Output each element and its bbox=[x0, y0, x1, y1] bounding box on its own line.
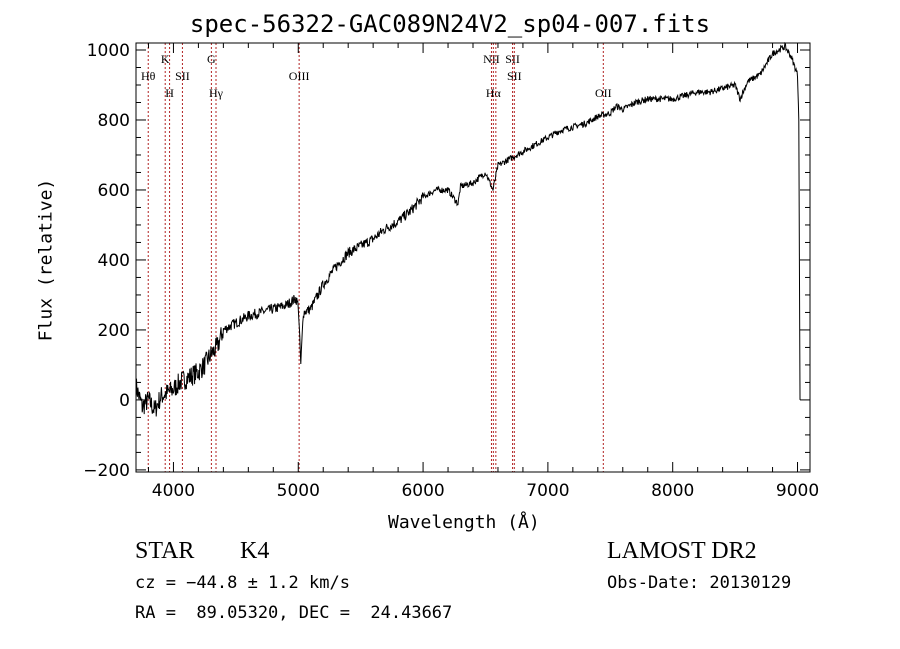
emission-line-label: SII bbox=[505, 52, 520, 66]
x-axis-label: Wavelength (Å) bbox=[388, 512, 540, 533]
survey-label: LAMOST DR2 bbox=[607, 538, 757, 564]
object-subclass: K4 bbox=[240, 538, 270, 564]
y-axis-label: Flux (relative) bbox=[35, 178, 57, 342]
emission-line-label: SII bbox=[507, 69, 522, 83]
x-tick-label: 4000 bbox=[152, 481, 195, 501]
emission-line-label: OIII bbox=[289, 69, 310, 83]
obs-date: Obs-Date: 20130129 bbox=[607, 573, 792, 593]
x-tick-label: 7000 bbox=[526, 481, 569, 501]
emission-line-label: Hα bbox=[486, 86, 502, 100]
y-tick-label: 400 bbox=[98, 251, 130, 271]
y-tick-label: 800 bbox=[98, 111, 130, 131]
object-class: STAR bbox=[135, 538, 195, 564]
plot-frame bbox=[135, 42, 811, 473]
redshift-text: cz = −44.8 ± 1.2 km/s bbox=[135, 573, 350, 593]
y-tick-label: −200 bbox=[83, 461, 130, 481]
emission-line-label: H bbox=[165, 86, 174, 100]
emission-line-label: G bbox=[207, 52, 216, 66]
x-tick-label: 5000 bbox=[277, 481, 320, 501]
emission-line-label: Hγ bbox=[209, 86, 224, 100]
emission-line-label: K bbox=[161, 52, 170, 66]
y-tick-label: 200 bbox=[98, 321, 130, 341]
chart-title: spec-56322-GAC089N24V2_sp04-007.fits bbox=[189, 10, 711, 38]
emission-line-label: OII bbox=[595, 86, 612, 100]
coordinates: RA = 89.05320, DEC = 24.43667 bbox=[135, 603, 453, 623]
emission-line-label: Hθ bbox=[141, 69, 156, 83]
emission-line-label: NII bbox=[483, 52, 500, 66]
emission-line-label: SII bbox=[175, 69, 190, 83]
spectrum-line bbox=[135, 41, 801, 417]
x-tick-label: 6000 bbox=[401, 481, 444, 501]
y-tick-label: 1000 bbox=[87, 41, 130, 61]
y-tick-label: 0 bbox=[119, 391, 130, 411]
y-tick-label: 600 bbox=[98, 181, 130, 201]
x-tick-label: 9000 bbox=[776, 481, 819, 501]
x-tick-label: 8000 bbox=[651, 481, 694, 501]
